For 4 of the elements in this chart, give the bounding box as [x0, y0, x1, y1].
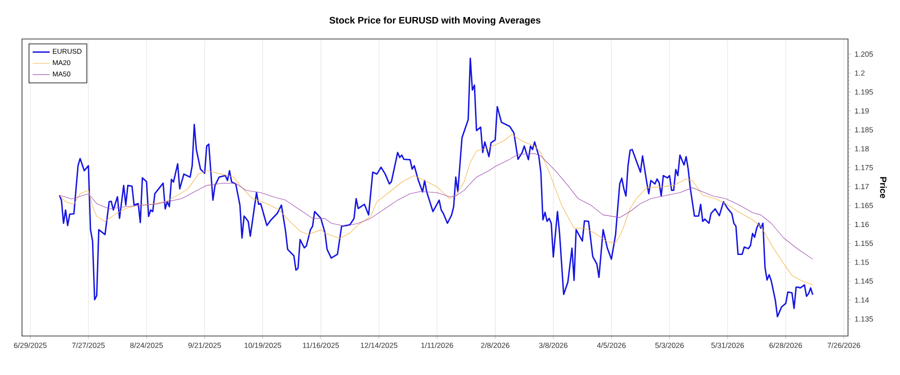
chart-title: Stock Price for EURUSD with Moving Averages: [329, 16, 540, 26]
line-series: [59, 153, 814, 260]
line-series: [59, 134, 814, 286]
y-axis-title: Price: [880, 177, 887, 198]
